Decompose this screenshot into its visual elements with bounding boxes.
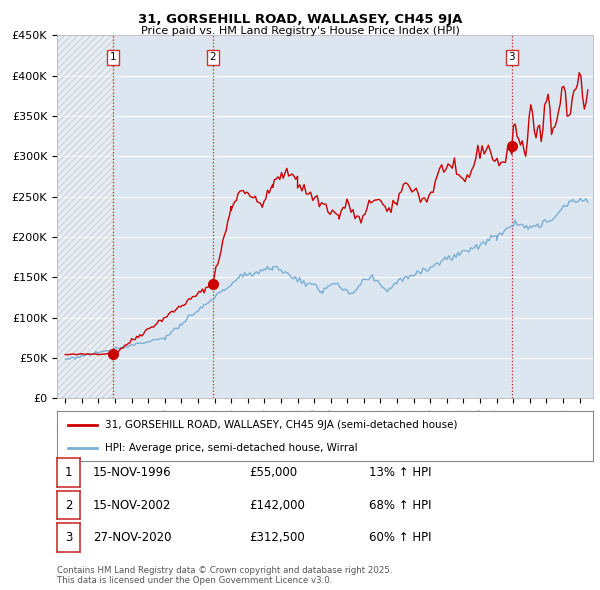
Text: £142,000: £142,000 — [249, 499, 305, 512]
Text: 60% ↑ HPI: 60% ↑ HPI — [369, 531, 431, 544]
Text: 68% ↑ HPI: 68% ↑ HPI — [369, 499, 431, 512]
Text: £312,500: £312,500 — [249, 531, 305, 544]
Text: Price paid vs. HM Land Registry's House Price Index (HPI): Price paid vs. HM Land Registry's House … — [140, 26, 460, 36]
Text: 1: 1 — [110, 52, 116, 62]
Text: 3: 3 — [65, 531, 72, 544]
Text: 3: 3 — [509, 52, 515, 62]
Text: 31, GORSEHILL ROAD, WALLASEY, CH45 9JA (semi-detached house): 31, GORSEHILL ROAD, WALLASEY, CH45 9JA (… — [105, 419, 458, 430]
Text: 27-NOV-2020: 27-NOV-2020 — [93, 531, 172, 544]
Text: 1: 1 — [65, 466, 72, 479]
Text: 15-NOV-2002: 15-NOV-2002 — [93, 499, 172, 512]
Bar — [57, 35, 113, 398]
Text: 15-NOV-1996: 15-NOV-1996 — [93, 466, 172, 479]
Text: 31, GORSEHILL ROAD, WALLASEY, CH45 9JA: 31, GORSEHILL ROAD, WALLASEY, CH45 9JA — [138, 13, 462, 26]
Text: 2: 2 — [209, 52, 216, 62]
Text: 2: 2 — [65, 499, 72, 512]
Text: Contains HM Land Registry data © Crown copyright and database right 2025.
This d: Contains HM Land Registry data © Crown c… — [57, 566, 392, 585]
Text: HPI: Average price, semi-detached house, Wirral: HPI: Average price, semi-detached house,… — [105, 443, 358, 453]
Text: £55,000: £55,000 — [249, 466, 297, 479]
Text: 13% ↑ HPI: 13% ↑ HPI — [369, 466, 431, 479]
